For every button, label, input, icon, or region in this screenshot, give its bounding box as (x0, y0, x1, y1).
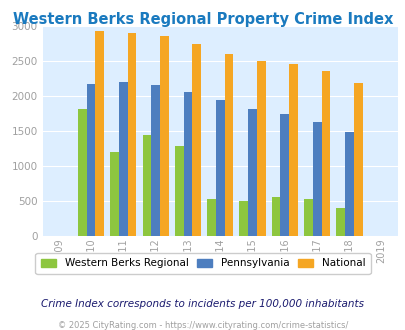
Bar (183, 92, 192, 236)
Bar (142, 135, 151, 236)
Bar (353, 83, 362, 236)
Bar (215, 100, 224, 236)
Bar (256, 61, 265, 236)
Bar (128, 33, 136, 236)
Text: © 2025 CityRating.com - https://www.cityrating.com/crime-statistics/: © 2025 CityRating.com - https://www.city… (58, 321, 347, 330)
Text: Western Berks Regional Property Crime Index: Western Berks Regional Property Crime In… (13, 12, 392, 26)
Text: Crime Index corresponds to incidents per 100,000 inhabitants: Crime Index corresponds to incidents per… (41, 299, 364, 309)
Bar (303, 199, 312, 236)
Bar (335, 208, 344, 236)
Bar (192, 44, 200, 236)
Bar (288, 64, 297, 236)
Bar (175, 146, 183, 236)
Bar (87, 84, 95, 236)
Bar (271, 197, 280, 236)
Bar (239, 201, 247, 236)
Bar (321, 72, 329, 236)
Bar (312, 122, 321, 236)
Legend: Western Berks Regional, Pennsylvania, National: Western Berks Regional, Pennsylvania, Na… (35, 253, 370, 274)
Bar (207, 199, 215, 236)
Bar (280, 115, 288, 236)
Bar (78, 109, 87, 236)
Bar (95, 31, 104, 236)
Bar (151, 85, 160, 236)
Bar (224, 54, 233, 236)
Bar (160, 36, 168, 236)
Bar (119, 82, 128, 236)
Bar (344, 132, 353, 236)
Bar (247, 109, 256, 236)
Bar (110, 152, 119, 236)
